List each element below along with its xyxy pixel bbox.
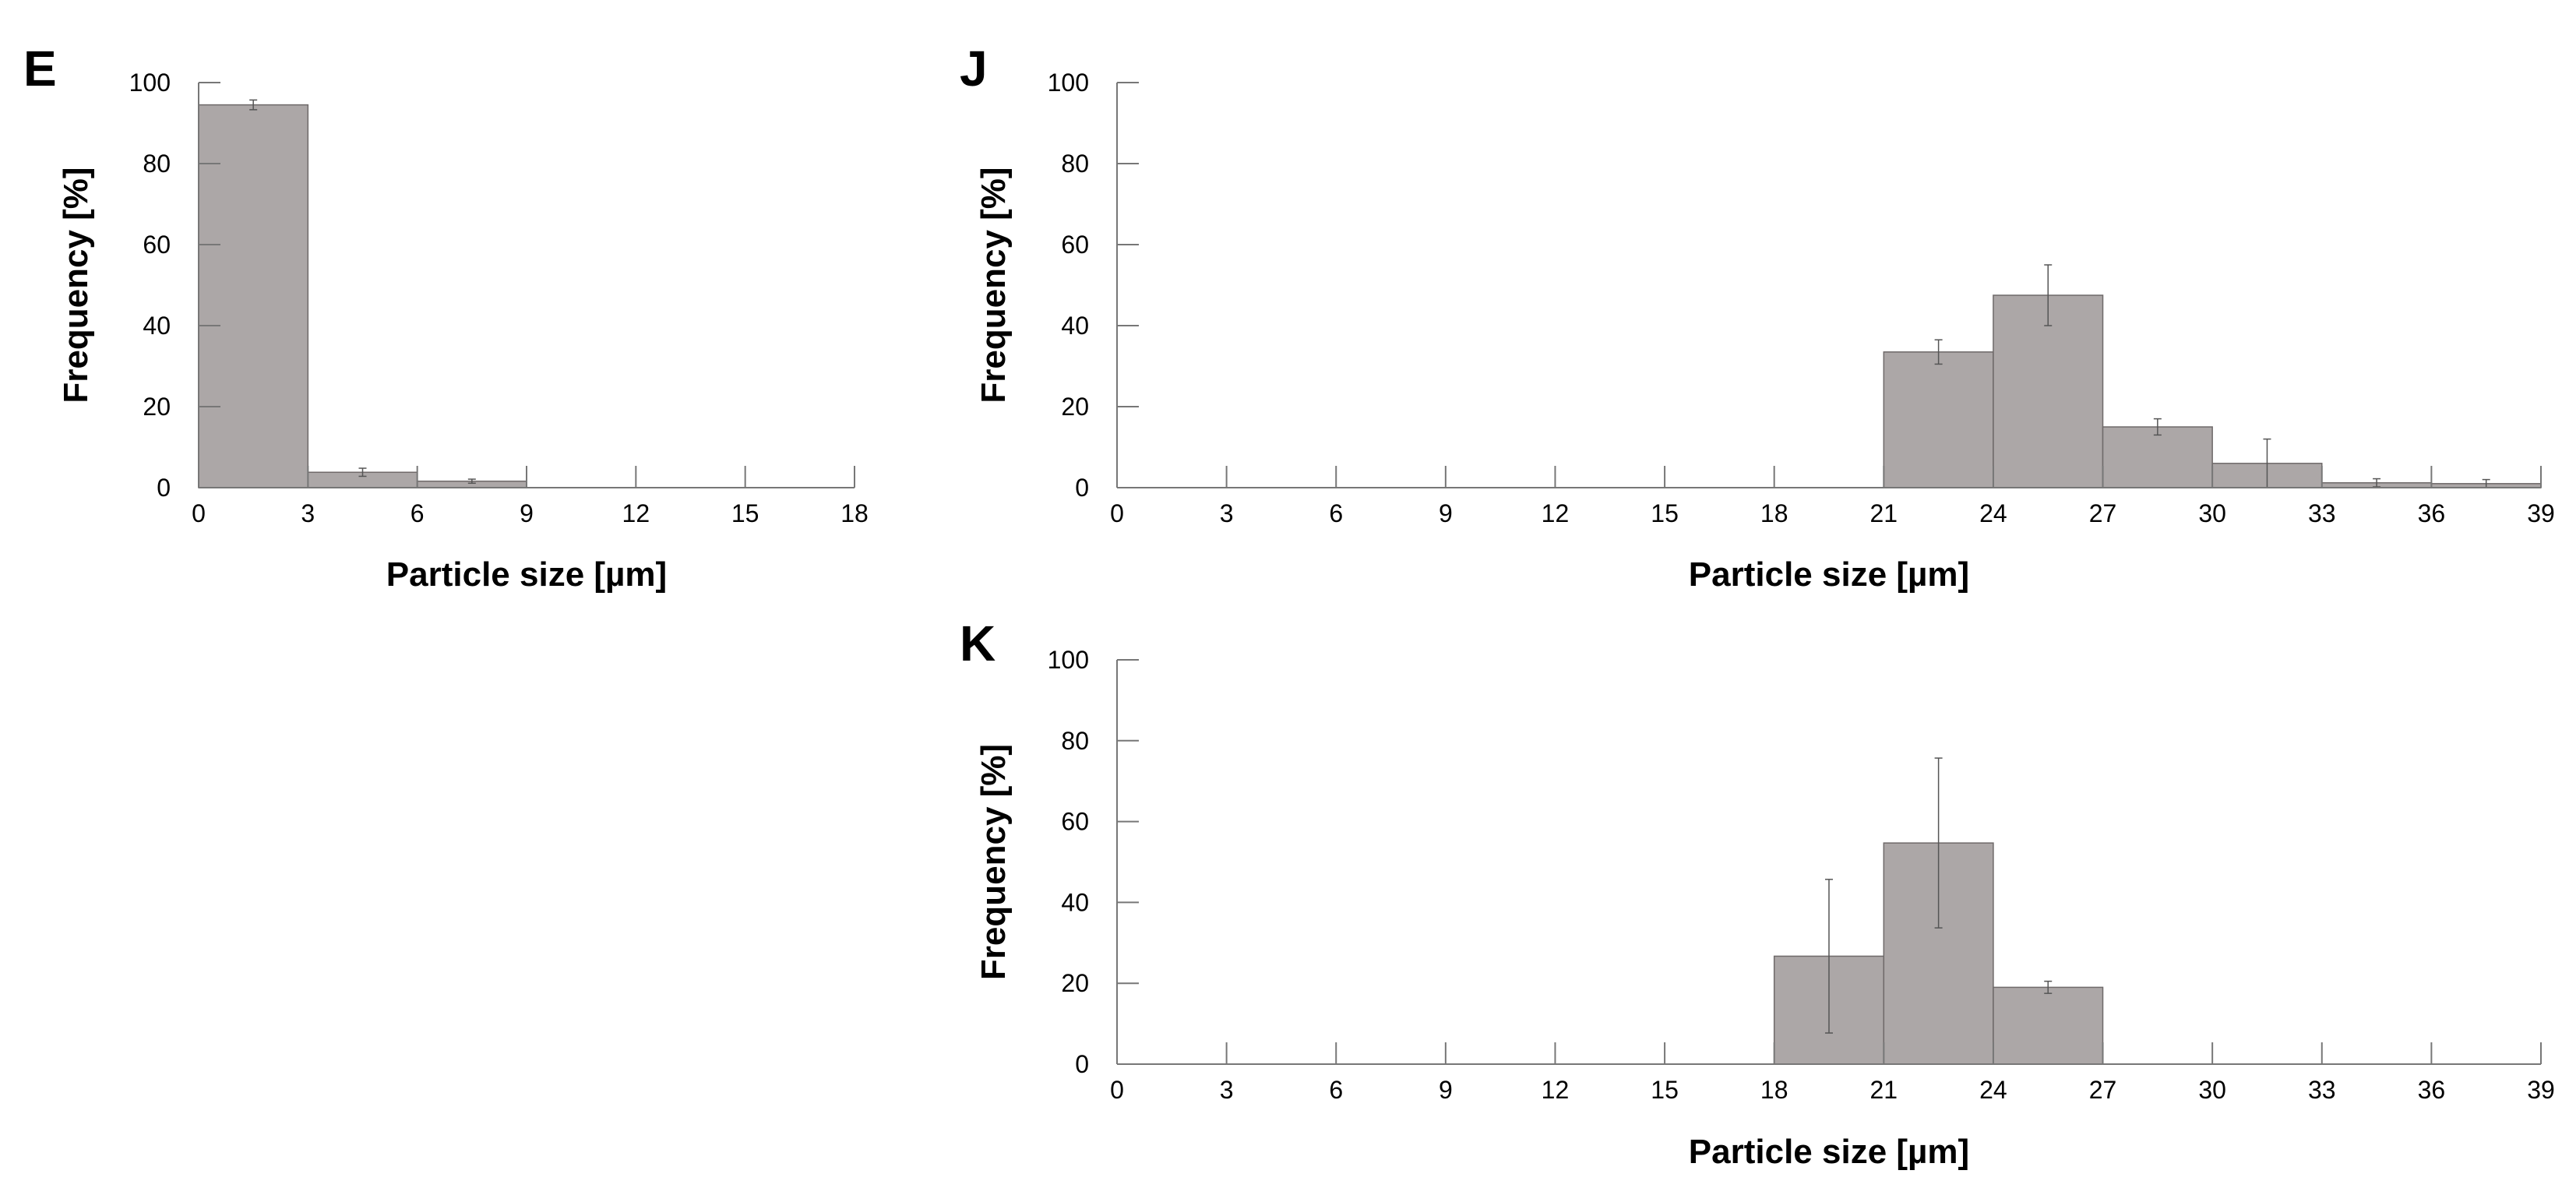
x-tick-label: 3: [301, 499, 315, 527]
x-tick-label: 15: [731, 499, 759, 527]
x-axis-title: Particle size [µm]: [1689, 555, 1969, 594]
x-tick-label: 6: [411, 499, 425, 527]
x-tick-label: 18: [1760, 499, 1788, 527]
y-tick-label: 40: [143, 312, 171, 340]
x-tick-label: 15: [1651, 499, 1679, 527]
x-tick-label: 39: [2527, 1076, 2555, 1104]
error-bar: [2044, 264, 2053, 326]
panel-label: E: [23, 41, 57, 97]
panel-e: E 0 20 40 60 80 100 0 3 6 9 12 15 18 Particle size [µm…: [23, 41, 869, 594]
panel-label: J: [960, 41, 988, 97]
x-tick-label: 0: [1110, 499, 1124, 527]
x-tick-label: 6: [1329, 1076, 1343, 1104]
x-tick-label: 27: [2089, 499, 2117, 527]
y-tick-label: 100: [1048, 646, 1089, 674]
y-axis-title: Frequency [%]: [974, 167, 1013, 403]
panel-label: K: [960, 615, 996, 672]
y-tick-label: 20: [143, 393, 171, 421]
x-tick-label: 21: [1870, 1076, 1898, 1104]
x-tick-label: 15: [1651, 1076, 1679, 1104]
error-bar: [1934, 339, 1943, 365]
x-tick-label: 36: [2418, 1076, 2446, 1104]
x-tick-label: 27: [2089, 1076, 2117, 1104]
x-tick-label: 12: [622, 499, 650, 527]
x-tick-label: 12: [1542, 499, 1570, 527]
error-bar: [2153, 418, 2162, 436]
bar: [1993, 986, 2104, 1065]
y-tick-label: 20: [1061, 969, 1089, 997]
x-tick-label: 30: [2198, 499, 2226, 527]
y-tick-label: 40: [1061, 888, 1089, 916]
bar: [1883, 351, 1994, 488]
y-tick-label: 80: [1061, 727, 1089, 755]
x-axis-title: Particle size [µm]: [386, 555, 667, 594]
error-bar: [2373, 478, 2381, 488]
y-tick-label: 60: [1061, 808, 1089, 836]
y-tick-label: 20: [1061, 393, 1089, 421]
y-tick-label: 80: [143, 150, 171, 178]
bar: [1993, 294, 2104, 488]
y-tick-label: 60: [143, 231, 171, 259]
x-tick-label: 33: [2308, 499, 2336, 527]
x-tick-label: 24: [1979, 499, 2007, 527]
x-axis-title: Particle size [µm]: [1689, 1133, 1969, 1171]
x-tick-label: 0: [1110, 1076, 1124, 1104]
x-tick-label: 30: [2198, 1076, 2226, 1104]
error-bar: [249, 99, 258, 111]
x-tick-label: 12: [1542, 1076, 1570, 1104]
bar: [198, 104, 309, 488]
error-bar: [467, 478, 476, 485]
x-tick-label: 33: [2308, 1076, 2336, 1104]
error-bar: [2044, 980, 2053, 994]
x-tick-label: 24: [1979, 1076, 2007, 1104]
x-tick-label: 18: [840, 499, 869, 527]
y-tick-label: 0: [1075, 1050, 1089, 1078]
y-tick-label: 80: [1061, 150, 1089, 178]
y-tick-label: 100: [1048, 69, 1089, 97]
x-tick-label: 3: [1220, 1076, 1234, 1104]
y-tick-label: 40: [1061, 312, 1089, 340]
x-tick-label: 6: [1329, 499, 1343, 527]
x-tick-label: 9: [1439, 1076, 1453, 1104]
x-tick-label: 3: [1220, 499, 1234, 527]
y-tick-label: 100: [129, 69, 171, 97]
x-tick-label: 9: [520, 499, 534, 527]
y-axis-title: Frequency [%]: [974, 744, 1013, 980]
y-tick-label: 60: [1061, 231, 1089, 259]
y-axis-title: Frequency [%]: [57, 167, 95, 403]
x-tick-label: 0: [192, 499, 206, 527]
x-tick-label: 39: [2527, 499, 2555, 527]
y-tick-label: 0: [157, 474, 171, 502]
error-bar: [1825, 879, 1833, 1034]
y-tick-label: 0: [1075, 474, 1089, 502]
x-tick-label: 18: [1760, 1076, 1788, 1104]
x-tick-label: 9: [1439, 499, 1453, 527]
x-tick-label: 21: [1870, 499, 1898, 527]
x-tick-label: 36: [2418, 499, 2446, 527]
bar: [2102, 426, 2213, 488]
error-bar: [358, 467, 367, 478]
error-bar: [1934, 757, 1943, 929]
